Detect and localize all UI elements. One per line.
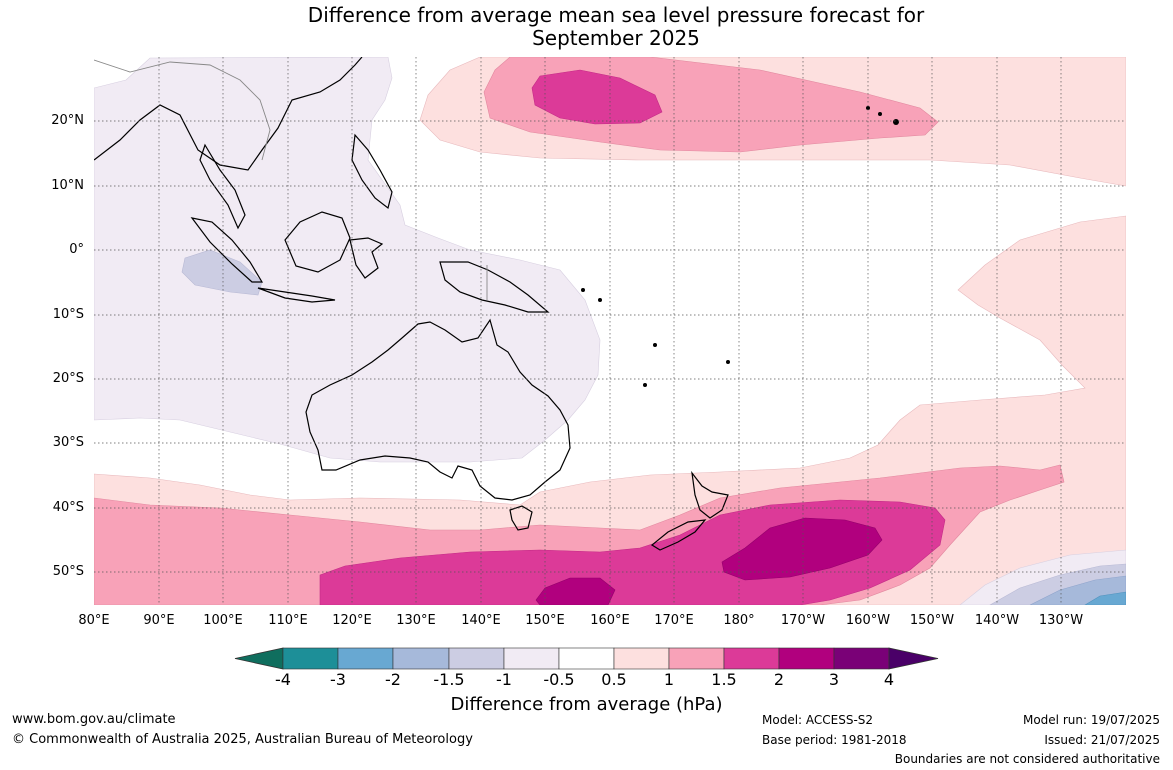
new-zealand-south-coastline <box>650 519 707 551</box>
anomaly-region-minus-1 <box>181 249 263 296</box>
latitude-label: 0° <box>69 242 84 257</box>
new-zealand-north-coastline <box>691 470 729 519</box>
vanuatu-island <box>653 343 657 347</box>
longitude-label: 90°E <box>143 613 175 628</box>
tasmania-coastline <box>509 505 533 531</box>
latitude-label: 50°S <box>52 564 84 579</box>
latitude-label: 20°S <box>52 371 84 386</box>
new-guinea-coastline <box>439 261 550 313</box>
colorbar-segment <box>282 647 339 670</box>
colorbar <box>234 647 939 670</box>
colorbar-tick-label: 1 <box>663 670 675 689</box>
colorbar-segment <box>778 647 835 670</box>
colorbar-tick-label: 4 <box>883 670 895 689</box>
anomaly-region-2-south-east <box>721 517 883 581</box>
colorbar-tick-label: -3 <box>330 670 346 689</box>
longitude-label: 140°W <box>974 613 1020 628</box>
colorbar-segment <box>613 647 670 670</box>
map-title: Difference from average mean sea level p… <box>0 4 1173 50</box>
longitude-label: 140°E <box>461 613 501 628</box>
longitude-label: 110°E <box>268 613 308 628</box>
anomaly-region-1.5-north <box>531 69 663 125</box>
hawaii-island-2 <box>878 112 882 116</box>
longitude-label: 130°W <box>1038 613 1084 628</box>
sulawesi-coastline <box>349 237 384 279</box>
colorbar-lower-extend-arrow <box>234 647 284 670</box>
map-title-line1: Difference from average mean sea level p… <box>307 3 925 27</box>
java-coastline <box>257 287 336 303</box>
latitude-label: 20°N <box>51 113 84 128</box>
borneo-coastline <box>284 211 351 273</box>
gridlines <box>94 57 1126 605</box>
longitude-label: 100°E <box>203 613 243 628</box>
latitude-label: 10°S <box>52 307 84 322</box>
hawaii-island-3 <box>893 119 899 125</box>
asia-borders <box>94 59 271 161</box>
colorbar-segment <box>392 647 450 670</box>
philippines-coastline <box>351 133 393 210</box>
longitude-label: 170°W <box>780 613 826 628</box>
colorbar-segment <box>337 647 394 670</box>
colorbar-tick-label: -2 <box>385 670 401 689</box>
australia-coastline <box>305 318 571 501</box>
colorbar-tick-label: 0.5 <box>601 670 627 689</box>
copyright-text: © Commonwealth of Australia 2025, Austra… <box>12 732 473 747</box>
longitude-label: 170°E <box>654 613 694 628</box>
colorbar-label: Difference from average (hPa) <box>450 694 723 715</box>
map-title-line2: September 2025 <box>532 26 700 50</box>
model-text: Model: ACCESS-S2 <box>762 713 874 727</box>
longitude-label: 180° <box>723 613 755 628</box>
longitude-label: 160°W <box>845 613 891 628</box>
anomaly-region-minus-2-south-east <box>1084 591 1126 605</box>
longitude-label: 160°E <box>590 613 630 628</box>
sumatra-coastline <box>190 217 264 283</box>
anomaly-region-minus-0.5-indian-ocean <box>94 57 601 463</box>
colorbar-tick-label: 1.5 <box>711 670 737 689</box>
disclaimer-text: Boundaries are not considered authoritat… <box>894 752 1160 766</box>
colorbar-segment <box>558 647 615 670</box>
longitude-label: 120°E <box>332 613 372 628</box>
new-caledonia-island <box>643 383 647 387</box>
colorbar-segment <box>668 647 725 670</box>
country-borders <box>94 59 488 300</box>
longitude-label: 80°E <box>78 613 110 628</box>
colorbar-segment <box>833 647 890 670</box>
solomon-island-2 <box>598 298 602 302</box>
pacific-islands <box>581 106 899 387</box>
latitude-label: 40°S <box>52 500 84 515</box>
colorbar-tick-label: -1 <box>496 670 512 689</box>
fiji-island <box>726 360 730 364</box>
longitude-label: 150°E <box>525 613 565 628</box>
longitude-label: 150°W <box>909 613 955 628</box>
colorbar-tick-label: 3 <box>828 670 840 689</box>
asia-coastline <box>94 57 363 171</box>
website-link[interactable]: www.bom.gov.au/climate <box>12 712 176 727</box>
solomon-island-1 <box>581 288 585 292</box>
longitude-label: 130°E <box>396 613 436 628</box>
colorbar-segment <box>723 647 780 670</box>
coastlines <box>94 57 729 551</box>
base-period-text: Base period: 1981-2018 <box>762 733 907 747</box>
anomaly-fields <box>94 57 1126 605</box>
model-run-text: Model run: 19/07/2025 <box>1022 713 1160 727</box>
colorbar-upper-extend-arrow <box>888 647 939 670</box>
indochina-coastline <box>199 143 246 230</box>
colorbar-segment <box>503 647 560 670</box>
colorbar-tick-label: 2 <box>773 670 785 689</box>
colorbar-tick-label: -4 <box>275 670 291 689</box>
hawaii-island-1 <box>866 106 870 110</box>
issued-text: Issued: 21/07/2025 <box>1044 733 1160 747</box>
latitude-label: 30°S <box>52 435 84 450</box>
latitude-label: 10°N <box>51 178 84 193</box>
colorbar-tick-label: -0.5 <box>543 670 575 689</box>
colorbar-segment <box>448 647 505 670</box>
colorbar-tick-label: -1.5 <box>433 670 465 689</box>
anomaly-region-2-south-west <box>535 577 616 605</box>
